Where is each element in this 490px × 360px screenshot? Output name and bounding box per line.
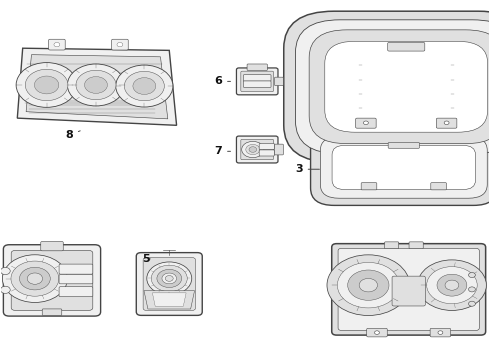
FancyBboxPatch shape [320, 137, 487, 198]
FancyBboxPatch shape [356, 118, 376, 128]
Circle shape [364, 121, 368, 125]
Circle shape [444, 121, 449, 125]
Circle shape [16, 63, 77, 107]
Circle shape [246, 144, 260, 155]
FancyBboxPatch shape [367, 328, 387, 337]
FancyBboxPatch shape [11, 251, 93, 310]
FancyBboxPatch shape [237, 68, 278, 95]
Text: 7: 7 [214, 146, 230, 156]
Circle shape [445, 280, 459, 290]
FancyBboxPatch shape [309, 30, 490, 144]
FancyBboxPatch shape [59, 287, 93, 297]
Polygon shape [144, 291, 195, 309]
FancyBboxPatch shape [430, 328, 451, 337]
Circle shape [2, 255, 68, 302]
FancyBboxPatch shape [332, 145, 475, 190]
FancyBboxPatch shape [325, 41, 488, 132]
Circle shape [249, 147, 257, 152]
Circle shape [124, 71, 164, 101]
FancyBboxPatch shape [361, 183, 377, 190]
FancyBboxPatch shape [338, 248, 479, 330]
Text: 8: 8 [65, 130, 80, 140]
Circle shape [468, 287, 475, 292]
FancyBboxPatch shape [409, 242, 423, 249]
Text: 4: 4 [9, 262, 27, 272]
Circle shape [20, 267, 50, 290]
FancyBboxPatch shape [237, 136, 278, 163]
Circle shape [157, 269, 182, 288]
Circle shape [147, 262, 192, 295]
Circle shape [162, 273, 176, 284]
Circle shape [468, 301, 475, 306]
Circle shape [116, 65, 173, 107]
Circle shape [0, 286, 10, 293]
Circle shape [34, 76, 59, 94]
FancyBboxPatch shape [274, 144, 283, 155]
FancyBboxPatch shape [247, 64, 268, 71]
FancyBboxPatch shape [49, 39, 65, 50]
Text: 6: 6 [214, 76, 230, 86]
FancyBboxPatch shape [311, 130, 490, 206]
FancyBboxPatch shape [436, 118, 457, 128]
FancyBboxPatch shape [284, 11, 490, 162]
FancyBboxPatch shape [392, 276, 425, 306]
Circle shape [133, 78, 156, 94]
FancyBboxPatch shape [59, 264, 93, 274]
FancyBboxPatch shape [431, 183, 446, 190]
FancyBboxPatch shape [42, 309, 62, 315]
Circle shape [437, 274, 467, 296]
FancyBboxPatch shape [244, 75, 271, 81]
Circle shape [85, 77, 107, 93]
Circle shape [337, 262, 399, 308]
FancyBboxPatch shape [388, 42, 425, 51]
FancyBboxPatch shape [241, 71, 273, 91]
Circle shape [25, 69, 68, 101]
Text: 1: 1 [330, 277, 352, 287]
FancyBboxPatch shape [259, 150, 274, 156]
Circle shape [165, 275, 173, 281]
FancyBboxPatch shape [59, 274, 93, 284]
FancyBboxPatch shape [136, 253, 202, 315]
Circle shape [0, 267, 10, 275]
Polygon shape [26, 55, 168, 119]
Circle shape [374, 331, 379, 334]
Circle shape [68, 64, 124, 106]
Circle shape [438, 331, 443, 334]
Circle shape [327, 255, 410, 315]
Circle shape [242, 141, 264, 158]
FancyBboxPatch shape [41, 242, 63, 251]
FancyBboxPatch shape [388, 143, 419, 148]
Circle shape [54, 42, 60, 47]
Polygon shape [152, 293, 186, 306]
FancyBboxPatch shape [332, 244, 486, 335]
Text: 5: 5 [143, 254, 150, 264]
Circle shape [427, 267, 477, 304]
Circle shape [417, 260, 487, 310]
Circle shape [27, 273, 43, 284]
Circle shape [151, 265, 187, 292]
Circle shape [359, 278, 377, 292]
FancyBboxPatch shape [143, 258, 196, 310]
Circle shape [76, 70, 116, 100]
FancyBboxPatch shape [241, 139, 273, 160]
Text: 2: 2 [357, 103, 379, 113]
FancyBboxPatch shape [112, 39, 128, 50]
Circle shape [468, 273, 475, 278]
FancyBboxPatch shape [3, 245, 100, 316]
Circle shape [11, 261, 59, 296]
FancyBboxPatch shape [259, 143, 274, 149]
Polygon shape [17, 48, 176, 125]
FancyBboxPatch shape [244, 81, 271, 87]
Circle shape [117, 42, 123, 47]
FancyBboxPatch shape [295, 20, 490, 154]
FancyBboxPatch shape [274, 77, 283, 86]
Circle shape [348, 270, 389, 300]
Text: 3: 3 [295, 164, 319, 174]
FancyBboxPatch shape [385, 242, 399, 249]
